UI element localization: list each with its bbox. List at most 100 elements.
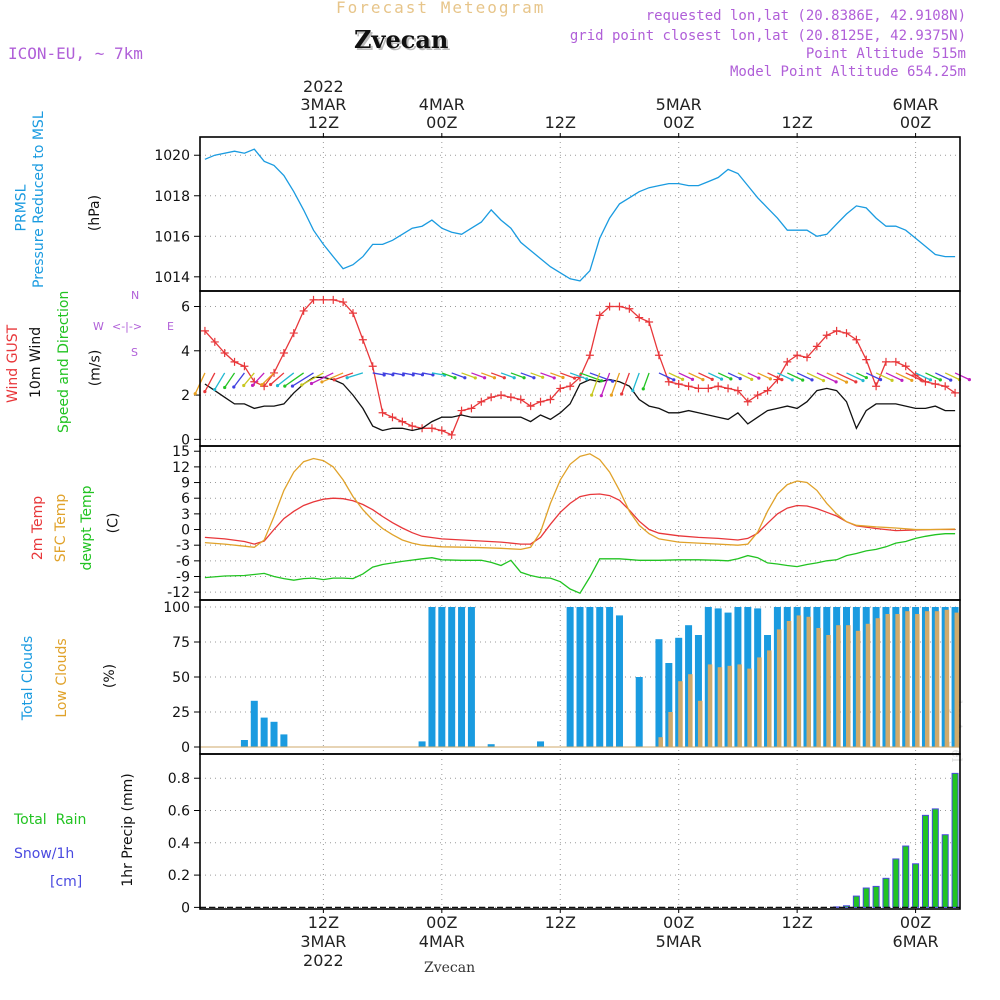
wind-arrow-head (631, 388, 635, 393)
total-cloud-bar (635, 677, 643, 747)
gust-marker (852, 335, 861, 344)
wind-arrow-head (300, 383, 304, 387)
low-cloud-bar (776, 629, 782, 747)
wind-arrow-head (401, 373, 405, 377)
bottom-time-label: 5MAR (656, 932, 702, 951)
wind-arrow-head (269, 382, 273, 387)
wind-arrow-head (522, 376, 526, 380)
y-tick-label-clouds: 25 (172, 705, 190, 721)
snow-label: Snow/1h (14, 846, 75, 862)
wind-arrow-head (332, 378, 336, 382)
wind-arrow (520, 372, 535, 379)
wind-arrow (935, 372, 952, 381)
wind-arrow-head (878, 378, 883, 382)
compass-n: N (131, 289, 140, 302)
bottom-time-label: 2022 (303, 951, 344, 970)
footer-station-name: Zvecan (424, 960, 476, 976)
wind-arrow-head (213, 387, 217, 392)
low-cloud-bar (806, 616, 812, 747)
gust-marker (388, 413, 397, 422)
gust-marker (299, 306, 308, 315)
low-cloud-bar (816, 628, 821, 747)
low-cloud-bar (796, 615, 802, 747)
low-cloud-bar (954, 612, 960, 747)
gust-marker (240, 362, 249, 371)
wind-arrow (301, 372, 324, 386)
wind-arrow (944, 372, 960, 381)
gust-marker (358, 335, 367, 344)
bottom-time-label: 12Z (545, 913, 576, 932)
wind-arrow (816, 372, 837, 383)
gust-marker (931, 380, 940, 388)
wind-arrow-head (309, 381, 314, 386)
y-tick-label-temperature: 3 (181, 507, 190, 523)
grid-point-location: grid point closest lon,lat (20.8125E, 42… (569, 28, 966, 44)
wind-arrow-head (463, 376, 467, 380)
compass-axis: <-|-> (112, 320, 143, 333)
wind-arrow (836, 372, 857, 383)
wind-arrow-head (223, 385, 227, 390)
gust-marker (516, 395, 525, 404)
rain-bar (842, 905, 850, 908)
wind-arrow-head (821, 379, 826, 383)
y-tick-label-temperature: 6 (181, 491, 190, 507)
low-cloud-bar (786, 621, 792, 747)
wind-arrow-head (790, 378, 794, 382)
gust-marker (793, 351, 802, 360)
y-tick-label-temperature: 0 (181, 523, 190, 539)
model-altitude: Model Point Altitude 654.25m (729, 64, 966, 80)
gust-marker (526, 402, 535, 411)
wind-arrow (451, 372, 466, 379)
total-cloud-bar (260, 717, 268, 747)
wind-arrow (826, 372, 847, 383)
y-tick-label-clouds: 0 (181, 740, 190, 756)
wind-arrow (925, 372, 941, 381)
wind-arrow-head (919, 378, 923, 382)
wind-arrow (471, 372, 485, 379)
bottom-time-label: 12Z (781, 913, 812, 932)
wind-arrow (895, 372, 913, 381)
gust-marker (862, 355, 871, 364)
gust-marker (803, 353, 812, 362)
low-cloud-bar (934, 611, 940, 747)
wind-arrow-head (967, 378, 971, 382)
wind-arrow-head (810, 378, 814, 382)
wind-arrow (346, 372, 364, 379)
wind-arrow-head (193, 392, 197, 396)
panel-temperature (194, 446, 960, 600)
gust-marker (901, 362, 910, 371)
wind-arrow (846, 372, 864, 382)
bottom-time-label: 00Z (426, 913, 457, 932)
wind-arrow (284, 372, 305, 387)
series-line-wind-gust (204, 299, 956, 436)
wind-arrow (591, 372, 601, 396)
wind-arrow-head (620, 392, 624, 396)
gust-marker (714, 382, 723, 391)
y-tick-label-temperature: -12 (167, 585, 190, 601)
panel-pressure (194, 137, 960, 291)
wind-arrow (270, 372, 285, 385)
bottom-time-label: 12Z (308, 913, 339, 932)
gust-marker (329, 295, 338, 304)
low-cloud-bar (924, 611, 930, 747)
gust-marker (437, 426, 446, 435)
wind-arrow-head (834, 380, 838, 384)
wind-arrow-head (900, 378, 904, 382)
wind-arrow-head (242, 383, 246, 388)
low-cloud-bar (757, 657, 762, 747)
y-tick-label-clouds: 75 (172, 635, 190, 651)
top-time-label: 12Z (545, 113, 576, 132)
gust-marker (881, 357, 890, 366)
gust-marker (595, 311, 604, 320)
total-cloud-bar (280, 734, 288, 747)
gust-marker (319, 295, 328, 304)
low-cloud-bar (836, 625, 841, 747)
wind-arrow (875, 372, 893, 381)
wind-arrow (243, 372, 255, 386)
wind-arrow (642, 372, 650, 390)
low-cloud-bar (905, 611, 910, 747)
wind-arrow (688, 372, 704, 381)
wind-arrow (311, 372, 334, 385)
